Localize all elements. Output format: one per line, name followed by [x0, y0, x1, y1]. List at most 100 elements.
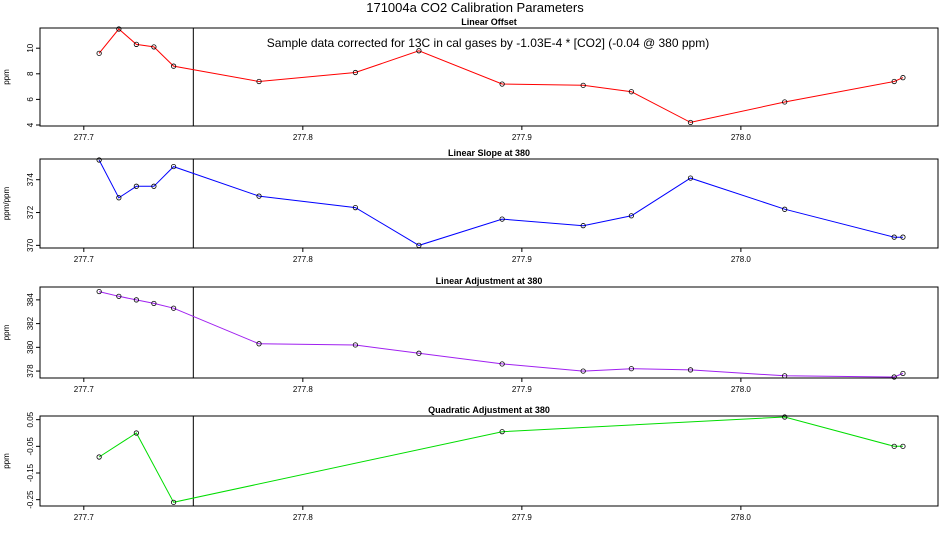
- data-point: [628, 89, 634, 95]
- data-point: [133, 430, 139, 436]
- series-line: [98, 291, 904, 378]
- y-tick-label: -0.05: [26, 437, 35, 456]
- y-tick-label: 384: [26, 293, 35, 307]
- data-point: [96, 50, 102, 56]
- plot-frame: [39, 27, 939, 127]
- y-tick-label: 370: [26, 238, 35, 252]
- plot-frame: [39, 415, 939, 507]
- x-tick-label: 278.0: [731, 133, 752, 142]
- x-tick-label: 277.8: [293, 255, 314, 264]
- data-point: [256, 193, 262, 199]
- chart-panel: Linear Slope at 380 ppm/ppm 370 372 374 277.7…: [2, 148, 939, 264]
- data-point: [96, 288, 102, 295]
- data-point: [891, 443, 897, 449]
- data-point: [499, 216, 505, 222]
- data-point: [416, 48, 422, 54]
- x-tick-label: 277.9: [512, 513, 533, 522]
- data-point: [628, 366, 634, 372]
- data-point: [116, 195, 122, 201]
- y-tick-label: 6: [26, 97, 35, 102]
- data-point: [116, 293, 122, 299]
- data-point: [580, 368, 586, 374]
- x-tick-label: 278.0: [731, 513, 752, 522]
- correction-annotation: Sample data corrected for 13C in cal gas…: [267, 36, 709, 50]
- chart-panel: Linear Adjustment at 380 ppm 378 380 382 384 2…: [2, 276, 939, 394]
- x-tick-label: 277.7: [74, 133, 95, 142]
- x-tick-label: 277.8: [293, 385, 314, 394]
- data-point: [116, 26, 122, 32]
- y-axis-label: ppm/ppm: [2, 186, 11, 220]
- x-tick-label: 277.9: [512, 385, 533, 394]
- y-tick-label: 378: [26, 364, 35, 378]
- chart-panel: Quadratic Adjustment at 380 ppm -0.25 -0.15…: [2, 405, 939, 522]
- data-point: [133, 41, 139, 47]
- data-point: [687, 367, 694, 373]
- data-point: [580, 82, 586, 88]
- plot-frame: [39, 158, 939, 249]
- x-tick-label: 277.7: [74, 255, 95, 264]
- data-point: [900, 75, 906, 81]
- data-point: [499, 81, 505, 87]
- data-point: [782, 99, 788, 105]
- data-point: [151, 300, 157, 307]
- data-point: [151, 44, 157, 50]
- y-axis-label: ppm: [2, 453, 11, 469]
- series-line: [98, 159, 903, 246]
- data-point: [891, 78, 897, 85]
- data-point: [133, 183, 139, 189]
- series-line: [98, 28, 904, 123]
- data-point: [782, 373, 788, 379]
- series-line: [98, 416, 903, 503]
- figure-title: 171004a CO2 Calibration Parameters: [366, 0, 584, 15]
- y-tick-label: 380: [26, 340, 35, 354]
- data-point: [256, 78, 262, 85]
- y-tick-label: 374: [26, 172, 35, 186]
- data-point: [891, 234, 897, 240]
- data-point: [499, 361, 505, 367]
- x-tick-label: 277.8: [293, 133, 314, 142]
- chart-panel: Linear Offset ppm 4 6 8 10 277.7 277.8 277.9 278.…: [2, 17, 939, 142]
- y-tick-label: 8: [26, 71, 35, 76]
- y-axis-label: ppm: [2, 69, 11, 85]
- panel-title: Linear Slope at 380: [448, 148, 530, 158]
- data-point: [151, 183, 157, 189]
- plot-frame: [39, 286, 939, 379]
- y-tick-label: 10: [26, 43, 35, 52]
- panel-title: Quadratic Adjustment at 380: [428, 405, 550, 415]
- y-tick-label: 0.05: [26, 411, 35, 427]
- data-point: [782, 206, 788, 212]
- y-tick-label: -0.15: [26, 463, 35, 482]
- x-tick-label: 277.7: [74, 385, 95, 394]
- data-point: [900, 234, 906, 240]
- y-tick-label: 372: [26, 205, 35, 219]
- data-point: [499, 429, 505, 435]
- panel-title: Linear Offset: [461, 17, 517, 27]
- data-point: [352, 342, 358, 348]
- data-point: [416, 350, 422, 356]
- data-point: [891, 374, 897, 380]
- x-tick-label: 278.0: [731, 255, 752, 264]
- data-point: [900, 370, 906, 377]
- x-tick-label: 277.9: [512, 133, 533, 142]
- data-point: [171, 163, 177, 170]
- y-tick-label: 4: [26, 122, 35, 127]
- data-point: [628, 213, 634, 219]
- data-point: [256, 341, 262, 347]
- x-tick-label: 277.9: [512, 255, 533, 264]
- data-point: [580, 223, 586, 229]
- x-tick-label: 277.8: [293, 513, 314, 522]
- data-point: [900, 443, 906, 449]
- data-point: [171, 499, 177, 505]
- data-point: [687, 119, 694, 126]
- data-point: [171, 63, 177, 69]
- data-point: [352, 205, 358, 211]
- data-point: [352, 69, 358, 76]
- y-tick-label: -0.25: [26, 490, 35, 509]
- panel-title: Linear Adjustment at 380: [436, 276, 543, 286]
- chart-panels: Linear Offset ppm 4 6 8 10 277.7 277.8 277.9 278.…: [2, 17, 939, 522]
- x-tick-label: 277.7: [74, 513, 95, 522]
- data-point: [782, 414, 788, 420]
- data-point: [171, 305, 177, 311]
- data-point: [96, 454, 102, 460]
